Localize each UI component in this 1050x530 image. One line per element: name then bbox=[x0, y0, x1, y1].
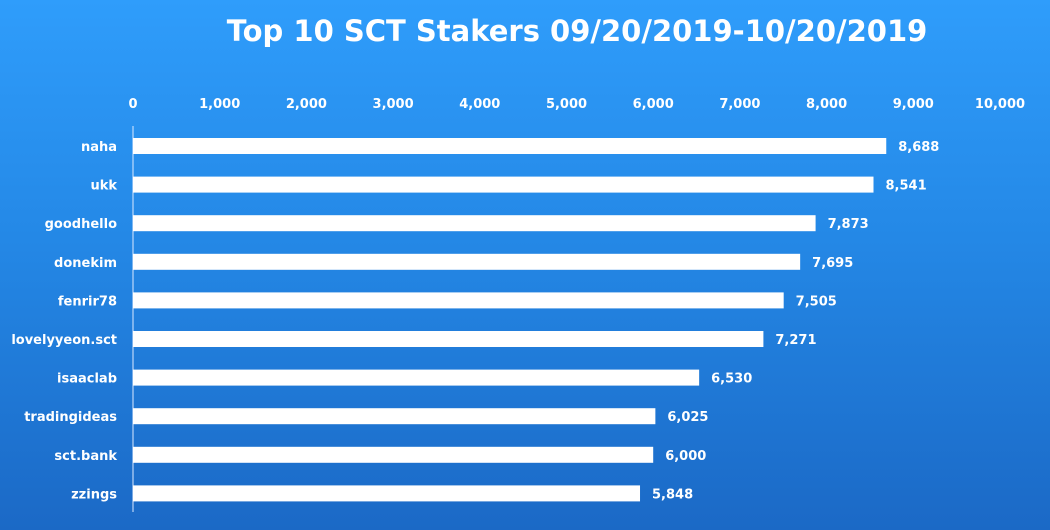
bar bbox=[133, 485, 641, 502]
value-label: 7,873 bbox=[828, 217, 869, 232]
chart-title: Top 10 SCT Stakers 09/20/2019-10/20/2019 bbox=[227, 14, 928, 48]
value-label: 5,848 bbox=[652, 487, 693, 502]
value-label: 6,530 bbox=[711, 372, 752, 387]
bar bbox=[133, 292, 784, 309]
x-tick-label: 0 bbox=[128, 97, 137, 112]
category-label: ukk bbox=[90, 179, 117, 194]
category-label: isaaclab bbox=[57, 372, 117, 387]
x-axis-ticks: 0 1,000 2,000 3,000 4,000 5,000 6,000 7,000 8,00… bbox=[128, 97, 1025, 112]
x-tick-label: 2,000 bbox=[286, 97, 327, 112]
value-labels: 8,688 8,541 7,873 7,695 7,505 7,271 6,530 6,025… bbox=[652, 140, 939, 502]
x-tick-label: 9,000 bbox=[893, 97, 934, 112]
bar bbox=[133, 138, 887, 154]
bar bbox=[133, 331, 764, 347]
x-tick-label: 4,000 bbox=[459, 97, 500, 112]
bar bbox=[133, 176, 874, 193]
category-labels: naha ukk goodhello donekim fenrir78 lovelyyeo… bbox=[11, 140, 117, 502]
value-label: 6,025 bbox=[667, 410, 708, 425]
value-label: 7,505 bbox=[796, 294, 837, 309]
bar bbox=[133, 446, 654, 463]
value-label: 6,000 bbox=[665, 449, 706, 464]
category-label: naha bbox=[81, 140, 117, 155]
value-label: 8,688 bbox=[898, 140, 939, 155]
bar bbox=[133, 253, 801, 270]
category-label: zzings bbox=[71, 487, 117, 502]
x-tick-label: 5,000 bbox=[546, 97, 587, 112]
bar bbox=[133, 369, 700, 386]
value-label: 7,695 bbox=[812, 256, 853, 271]
value-label: 8,541 bbox=[886, 179, 927, 194]
category-label: donekim bbox=[54, 256, 117, 271]
category-label: goodhello bbox=[45, 217, 117, 232]
bar bbox=[133, 215, 816, 232]
x-tick-label: 6,000 bbox=[633, 97, 674, 112]
category-label: fenrir78 bbox=[58, 294, 117, 309]
x-tick-label: 3,000 bbox=[373, 97, 414, 112]
x-tick-label: 1,000 bbox=[199, 97, 240, 112]
category-label: sct.bank bbox=[54, 449, 117, 464]
x-tick-label: 8,000 bbox=[806, 97, 847, 112]
x-tick-label: 7,000 bbox=[719, 97, 760, 112]
value-label: 7,271 bbox=[775, 333, 816, 348]
bars-group bbox=[133, 138, 887, 502]
category-label: tradingideas bbox=[24, 410, 117, 425]
x-tick-label: 10,000 bbox=[975, 97, 1025, 112]
category-label: lovelyyeon.sct bbox=[11, 333, 117, 348]
bar bbox=[133, 408, 656, 425]
